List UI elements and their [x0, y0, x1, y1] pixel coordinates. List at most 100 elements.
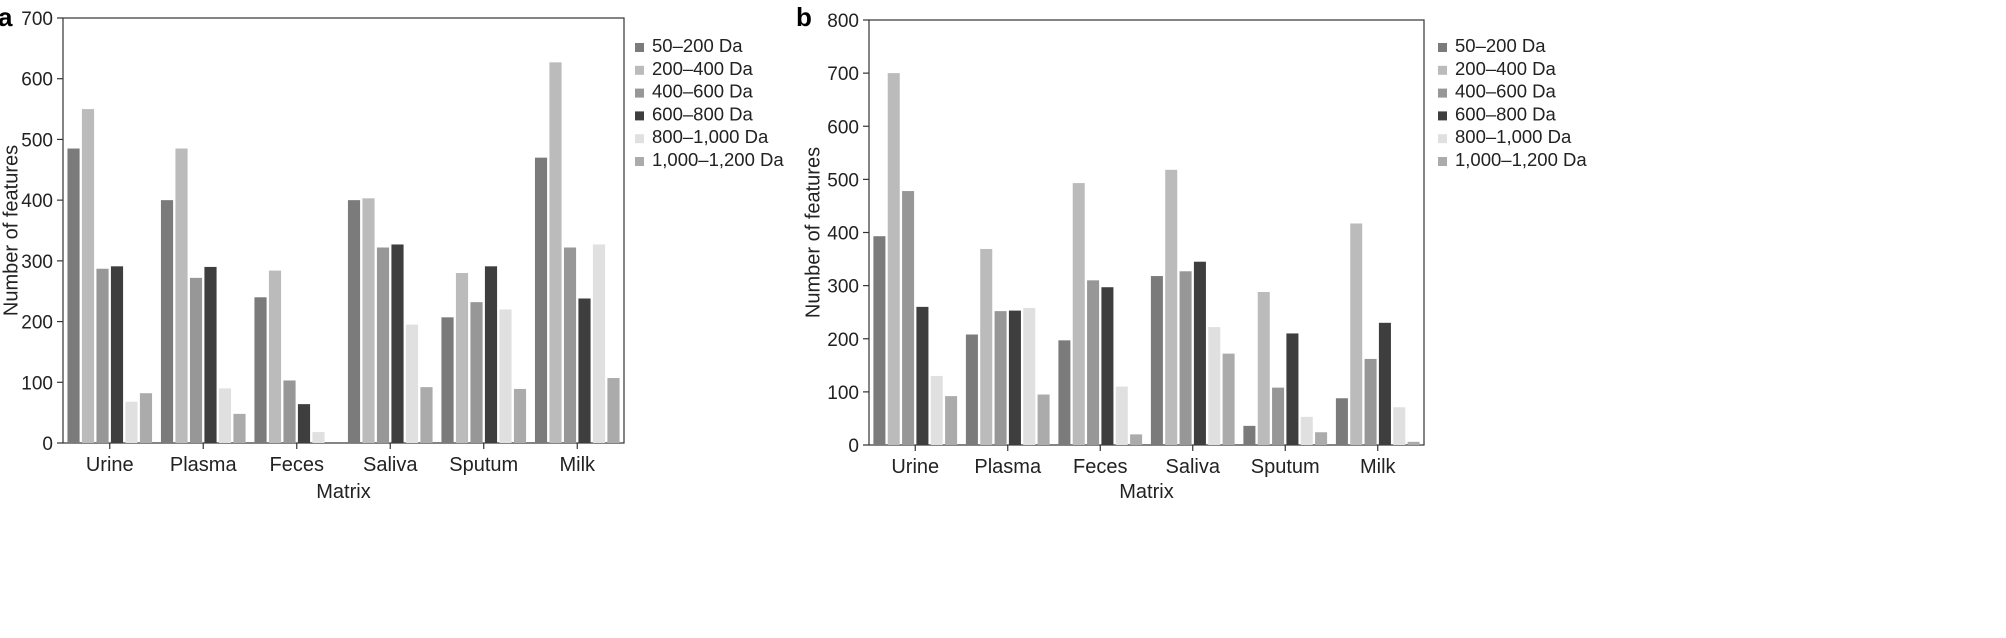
- chart-1-bar-milk-s2: [1364, 358, 1377, 445]
- chart-0-ytick-label: 600: [21, 70, 53, 91]
- chart-1-legend-entry: 200–400 Da: [1455, 58, 1557, 79]
- chart-1-bar-plasma-s5: [1037, 394, 1050, 445]
- chart-1-xtick-label: Saliva: [1166, 456, 1221, 478]
- chart-1-plot-frame: [868, 19, 1425, 446]
- chart-1-bar-urine-s1: [887, 73, 900, 445]
- chart-0-bar-feces-s1: [268, 270, 282, 443]
- chart-1-legend-entry: 50–200 Da: [1455, 35, 1546, 56]
- chart-0-bar-plasma-s4: [218, 388, 232, 443]
- chart-0-bar-saliva-s5: [420, 387, 433, 443]
- chart-0-legend-swatch: [635, 88, 644, 98]
- chart-1-legend-swatch: [1438, 111, 1447, 121]
- chart-0-legend-swatch: [635, 111, 644, 121]
- chart-1-bar-saliva-s5: [1222, 353, 1235, 445]
- chart-0-ytick-label: 500: [21, 130, 53, 151]
- chart-1-xtick-label: Milk: [1360, 456, 1397, 478]
- chart-1-bar-feces-s4: [1115, 386, 1128, 445]
- chart-0-bar-saliva-s4: [405, 324, 419, 443]
- chart-1-bar-sputum-s0: [1243, 425, 1256, 445]
- chart-0-bar-feces-s3: [297, 404, 311, 443]
- chart-1-bar-plasma-s3: [1008, 310, 1021, 445]
- chart-1-bar-milk-s3: [1378, 322, 1391, 445]
- chart-0-ytick-label: 400: [21, 191, 53, 212]
- chart-1-ytick-label: 700: [827, 64, 859, 85]
- chart-1-legend-swatch: [1438, 43, 1447, 52]
- chart-0-legend-swatch: [635, 65, 644, 75]
- chart-0-bar-urine-s3: [110, 266, 124, 443]
- chart-0-ytick-label: 200: [21, 313, 53, 334]
- chart-1-ytick-label: 600: [827, 117, 859, 138]
- chart-1-bar-sputum-s3: [1286, 333, 1299, 445]
- chart-0-bar-plasma-s3: [204, 266, 217, 443]
- chart-0-bar-saliva-s2: [376, 247, 390, 443]
- chart-0-bar-feces-s0: [254, 297, 267, 443]
- chart-1-legend-swatch: [1438, 134, 1447, 144]
- chart-1-bar-sputum-s2: [1272, 387, 1285, 445]
- chart-1-bar-feces-s1: [1072, 183, 1085, 445]
- chart-0-ytick-label: 700: [21, 9, 53, 30]
- chart-1-bar-urine-s5: [945, 396, 958, 445]
- chart-1-legend-entry: 400–600 Da: [1455, 81, 1557, 102]
- chart-0-ytick-label: 100: [21, 373, 53, 394]
- chart-1-bar-plasma-s4: [1023, 307, 1036, 445]
- chart-0-bar-feces-s2: [283, 380, 296, 443]
- chart-0-bar-milk-s5: [607, 378, 620, 443]
- chart-1-ytick-label: 500: [827, 170, 859, 191]
- chart-1-bar-saliva-s4: [1208, 327, 1221, 445]
- chart-0-plot-frame: [62, 17, 625, 444]
- chart-0-bar-sputum-s3: [484, 266, 498, 443]
- chart-1-legend-entry: 600–800 Da: [1455, 103, 1557, 124]
- chart-1-bar-plasma-s0: [965, 334, 978, 445]
- chart-0-legend-entry: 600–800 Da: [652, 103, 754, 124]
- chart-1-bar-urine-s0: [873, 236, 886, 445]
- chart-1-panel: 0 100 200 300 400 500 600 700 800 Urine Plasma Fece…: [796, 2, 1587, 503]
- chart-0-bar-urine-s5: [139, 393, 153, 443]
- chart-1-legend-entry: 1,000–1,200 Da: [1455, 149, 1587, 170]
- chart-1-bar-urine-s3: [916, 306, 929, 445]
- chart-1-ytick-label: 0: [848, 436, 859, 457]
- chart-0-bar-urine-s0: [67, 148, 80, 444]
- chart-1-bar-milk-s1: [1350, 223, 1363, 445]
- chart-0-ytick-label: 0: [42, 434, 53, 455]
- chart-0-panel-label: a: [0, 2, 13, 32]
- chart-1-bar-sputum-s1: [1257, 292, 1270, 445]
- chart-0-bar-plasma-s0: [160, 200, 174, 443]
- chart-1-ytick-label: 400: [827, 224, 859, 245]
- chart-1-bar-plasma-s1: [980, 248, 993, 445]
- chart-0-bar-sputum-s2: [470, 302, 483, 443]
- chart-0-bar-milk-s4: [592, 244, 606, 443]
- chart-1-bar-saliva-s1: [1165, 169, 1178, 445]
- chart-0-xtick-label: Sputum: [449, 454, 518, 476]
- chart-0-legend-swatch: [635, 43, 644, 52]
- chart-0-legend-entry: 800–1,000 Da: [652, 126, 769, 147]
- chart-0-bar-sputum-s0: [441, 317, 454, 443]
- chart-1-bar-urine-s2: [902, 191, 915, 445]
- chart-1-bar-saliva-s3: [1193, 261, 1206, 445]
- chart-1-ytick-label: 800: [827, 11, 859, 32]
- chart-0-bar-sputum-s4: [499, 309, 512, 443]
- chart-0-y-axis-label: Number of features: [0, 145, 22, 316]
- chart-0-bar-saliva-s0: [347, 200, 361, 443]
- chart-1-ytick-label: 300: [827, 277, 859, 298]
- chart-1-bar-saliva-s2: [1179, 271, 1192, 445]
- chart-0-bar-plasma-s1: [175, 148, 188, 444]
- chart-0-bar-milk-s3: [578, 298, 591, 443]
- chart-1-bar-feces-s3: [1101, 287, 1114, 445]
- chart-1-bar-milk-s0: [1335, 398, 1348, 445]
- chart-0-legend-entry: 1,000–1,200 Da: [652, 149, 784, 170]
- chart-0-x-axis-label: Matrix: [316, 481, 370, 503]
- chart-0-xtick-label: Urine: [86, 454, 134, 476]
- chart-1-bar-saliva-s0: [1150, 276, 1163, 445]
- chart-0-ytick-label: 300: [21, 252, 53, 273]
- chart-0-bar-urine-s1: [81, 109, 95, 444]
- chart-1-bar-feces-s5: [1130, 434, 1143, 445]
- chart-1-legend-swatch: [1438, 65, 1447, 75]
- chart-1-xtick-label: Urine: [891, 456, 939, 478]
- chart-1-xtick-label: Sputum: [1251, 456, 1320, 478]
- chart-0-bar-milk-s2: [563, 247, 577, 443]
- chart-1-bar-milk-s5: [1407, 441, 1420, 445]
- chart-1-bar-sputum-s4: [1300, 416, 1313, 445]
- chart-0-legend-entry: 50–200 Da: [652, 35, 743, 56]
- chart-1-xtick-label: Feces: [1073, 456, 1127, 478]
